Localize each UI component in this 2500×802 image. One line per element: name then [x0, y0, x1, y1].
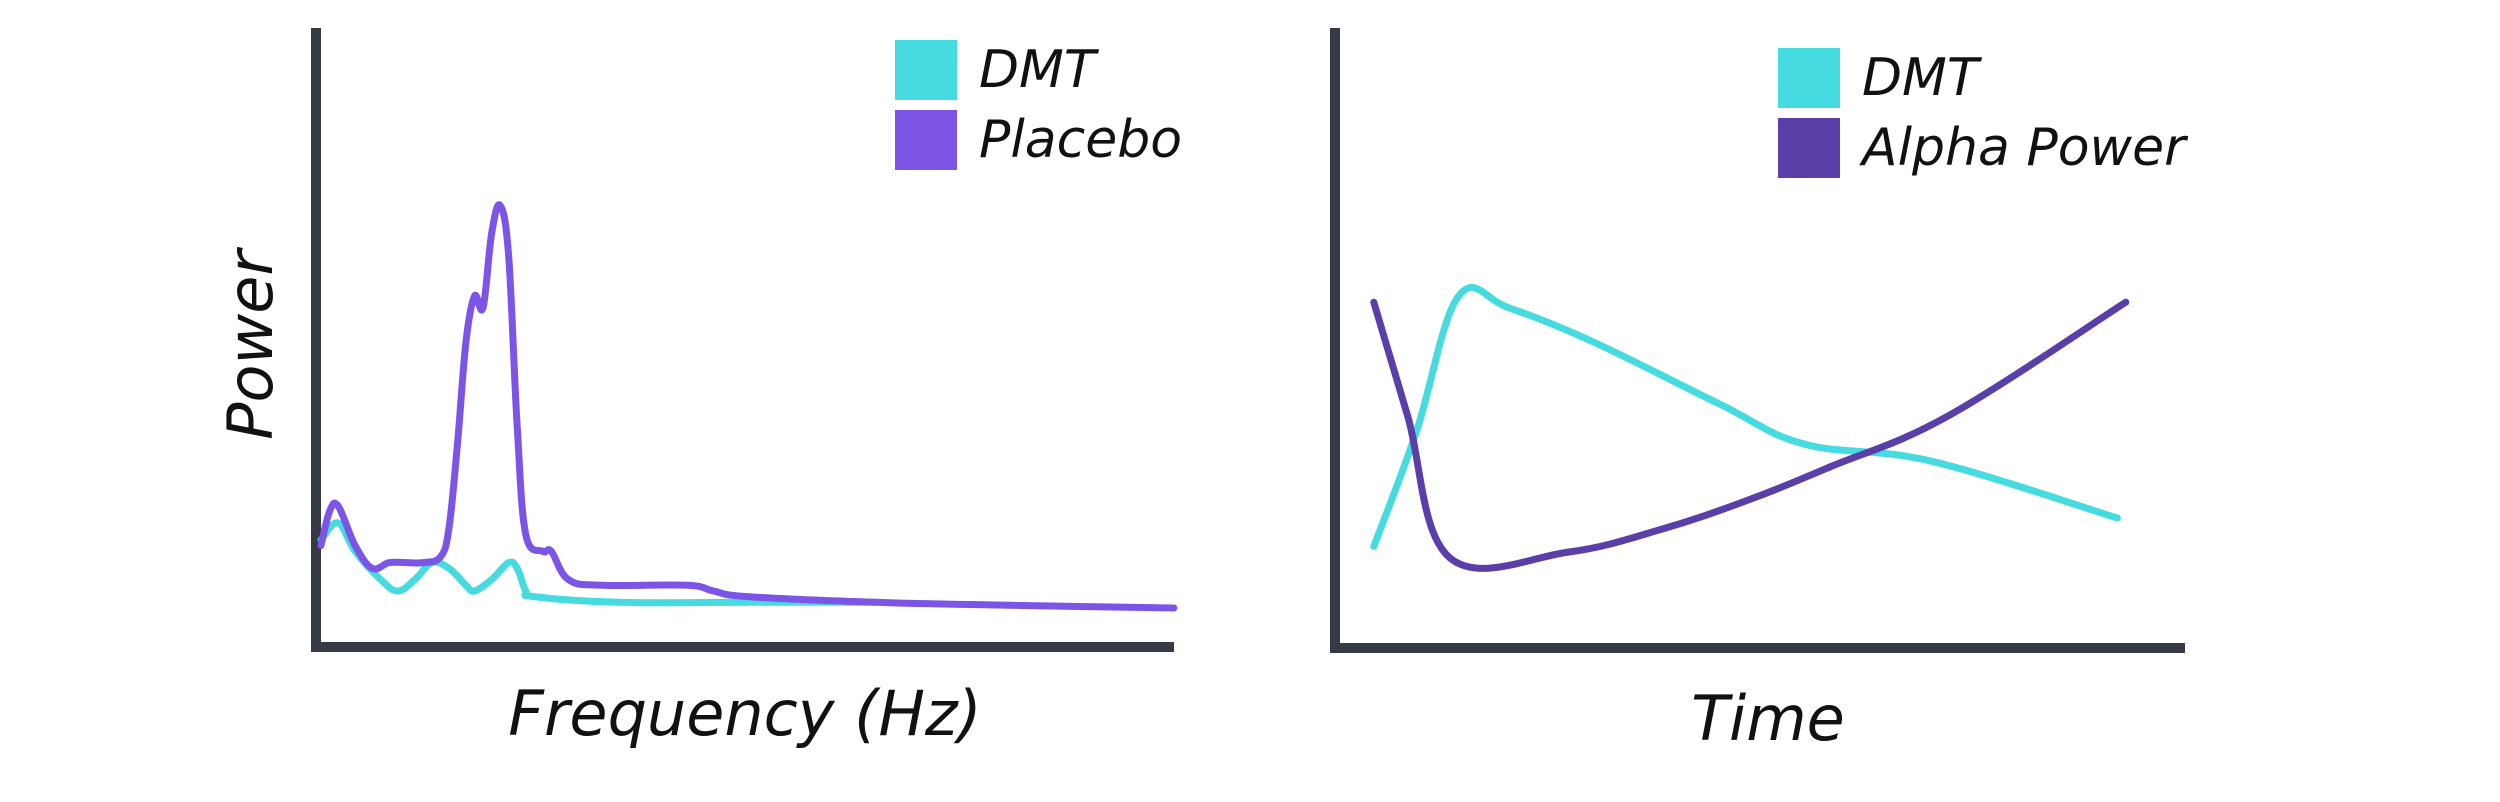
series-line-dmt [1370, 284, 2121, 550]
series-layer [317, 201, 1178, 612]
legend-swatch [895, 110, 957, 170]
legend: DMT Alpha Power [1778, 48, 2189, 178]
series-layer [1370, 284, 2130, 572]
series-line-placebo [317, 201, 1178, 612]
chart-time-series: DMT Alpha Power Time [1330, 28, 2189, 755]
legend-label: Alpha Power [1859, 118, 2189, 178]
chart-frequency-power: DMT Placebo Frequency (Hz) Power [214, 28, 1182, 750]
x-axis-label: Time [1691, 682, 1845, 755]
series-line-dmt [317, 519, 879, 607]
legend-swatch [895, 40, 957, 100]
legend-swatch [1778, 48, 1840, 108]
legend-label: DMT [1862, 48, 1983, 108]
x-axis-label: Frequency (Hz) [508, 677, 981, 750]
legend: DMT Placebo [895, 40, 1182, 170]
legend-label: DMT [979, 40, 1100, 100]
y-axis-label: Power [214, 247, 287, 440]
legend-swatch [1778, 118, 1840, 178]
legend-label: Placebo [979, 110, 1182, 170]
series-line-alpha-power [1370, 298, 2130, 572]
